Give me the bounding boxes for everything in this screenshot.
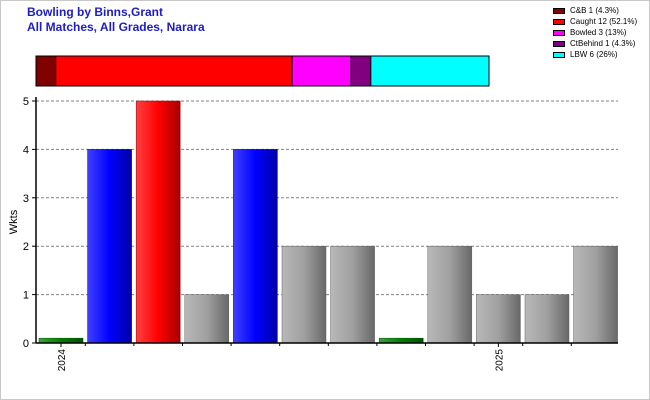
legend-swatch xyxy=(553,29,565,36)
y-tick-label: 4 xyxy=(23,144,29,156)
legend-label: LBW 6 (26%) xyxy=(570,50,618,59)
bar xyxy=(233,149,278,344)
legend-item-ctbehind: CtBehind 1 (4.3%) xyxy=(553,38,637,49)
legend-swatch xyxy=(553,51,565,58)
x-tick-label: 2025 xyxy=(494,349,505,372)
strip-segment-caught xyxy=(55,55,293,87)
bar xyxy=(135,100,181,344)
strip-segment-cb xyxy=(35,55,57,87)
bar xyxy=(524,294,570,344)
legend-item-bowled: Bowled 3 (13%) xyxy=(553,27,637,38)
y-tick-label: 3 xyxy=(23,193,29,205)
bar xyxy=(184,294,230,344)
bar xyxy=(330,245,375,344)
legend-label: Caught 12 (52.1%) xyxy=(570,17,638,26)
bar xyxy=(281,245,327,344)
bar xyxy=(573,245,618,344)
x-tick-label: 2024 xyxy=(57,349,68,372)
legend: C&B 1 (4.3%) Caught 12 (52.1%) Bowled 3 … xyxy=(553,5,637,60)
strip-segment-lbw xyxy=(370,55,490,87)
y-tick-label: 0 xyxy=(23,338,29,350)
strip-segment-bowled xyxy=(291,55,352,87)
bar xyxy=(427,245,473,344)
chart-subtitle: All Matches, All Grades, Narara xyxy=(27,20,205,34)
y-tick-label: 1 xyxy=(23,290,29,302)
legend-swatch xyxy=(553,40,565,47)
legend-swatch xyxy=(553,18,565,25)
bar xyxy=(87,149,132,344)
legend-label: Bowled 3 (13%) xyxy=(570,28,627,37)
y-tick-label: 2 xyxy=(23,241,29,253)
chart-title: Bowling by Binns,Grant xyxy=(27,5,164,19)
y-axis-label: Wkts xyxy=(8,209,20,234)
legend-swatch xyxy=(553,7,565,14)
bar xyxy=(476,294,521,344)
legend-item-caught: Caught 12 (52.1%) xyxy=(553,16,637,27)
legend-label: C&B 1 (4.3%) xyxy=(570,6,619,15)
y-tick-label: 5 xyxy=(23,96,29,108)
legend-item-lbw: LBW 6 (26%) xyxy=(553,49,637,60)
legend-item-cb: C&B 1 (4.3%) xyxy=(553,5,637,16)
legend-label: CtBehind 1 (4.3%) xyxy=(570,39,636,48)
strip-segment-ctbehind xyxy=(350,55,372,87)
